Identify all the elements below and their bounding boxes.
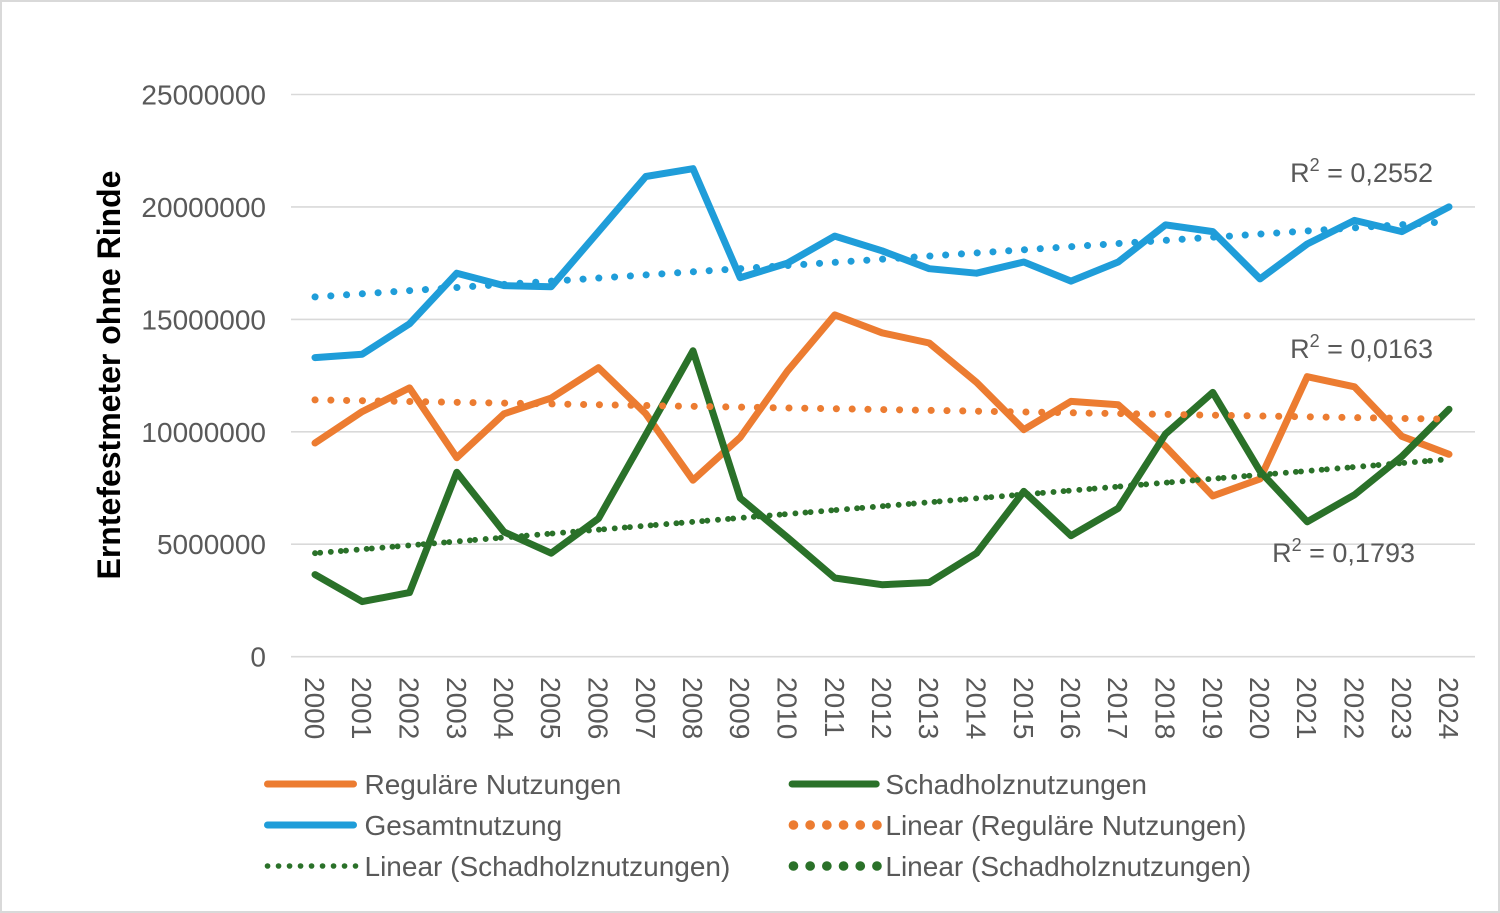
svg-text:2010: 2010	[772, 677, 803, 739]
svg-text:R2 = 0,1793: R2 = 0,1793	[1272, 535, 1415, 568]
svg-text:20000000: 20000000	[141, 192, 266, 223]
svg-text:Erntefestmeter ohne Rinde: Erntefestmeter ohne Rinde	[91, 171, 127, 580]
svg-text:0: 0	[250, 642, 266, 673]
svg-text:2001: 2001	[346, 677, 377, 739]
svg-text:Schadholznutzungen: Schadholznutzungen	[885, 769, 1147, 800]
svg-text:Linear (Schadholznutzungen): Linear (Schadholznutzungen)	[885, 851, 1251, 882]
svg-text:2018: 2018	[1150, 677, 1181, 739]
svg-text:2017: 2017	[1102, 677, 1133, 739]
svg-text:2008: 2008	[677, 677, 708, 739]
svg-text:2006: 2006	[583, 677, 614, 739]
svg-text:R2 = 0,0163: R2 = 0,0163	[1290, 331, 1433, 364]
svg-text:Gesamtnutzung: Gesamtnutzung	[365, 810, 563, 841]
svg-text:2021: 2021	[1291, 677, 1322, 739]
svg-text:25000000: 25000000	[141, 80, 266, 111]
svg-text:2024: 2024	[1433, 677, 1464, 739]
svg-text:2020: 2020	[1244, 677, 1275, 739]
svg-text:2007: 2007	[630, 677, 661, 739]
svg-text:2014: 2014	[961, 677, 992, 739]
svg-text:2009: 2009	[724, 677, 755, 739]
svg-text:5000000: 5000000	[157, 529, 266, 560]
svg-text:Linear (Reguläre Nutzungen): Linear (Reguläre Nutzungen)	[885, 810, 1246, 841]
svg-text:2004: 2004	[488, 677, 519, 739]
svg-text:2019: 2019	[1197, 677, 1228, 739]
svg-text:2013: 2013	[913, 677, 944, 739]
svg-text:2003: 2003	[441, 677, 472, 739]
svg-text:2022: 2022	[1339, 677, 1370, 739]
svg-text:2012: 2012	[866, 677, 897, 739]
svg-text:R2 = 0,2552: R2 = 0,2552	[1290, 155, 1433, 188]
svg-text:2002: 2002	[394, 677, 425, 739]
svg-text:Reguläre Nutzungen: Reguläre Nutzungen	[365, 769, 622, 800]
svg-text:2011: 2011	[819, 677, 850, 737]
svg-text:15000000: 15000000	[141, 304, 266, 335]
svg-text:2016: 2016	[1055, 677, 1086, 739]
svg-text:10000000: 10000000	[141, 417, 266, 448]
svg-text:2015: 2015	[1008, 677, 1039, 739]
svg-text:Linear (Schadholznutzungen): Linear (Schadholznutzungen)	[365, 851, 731, 882]
svg-text:2023: 2023	[1386, 677, 1417, 739]
svg-text:2000: 2000	[299, 677, 330, 739]
svg-text:2005: 2005	[535, 677, 566, 739]
